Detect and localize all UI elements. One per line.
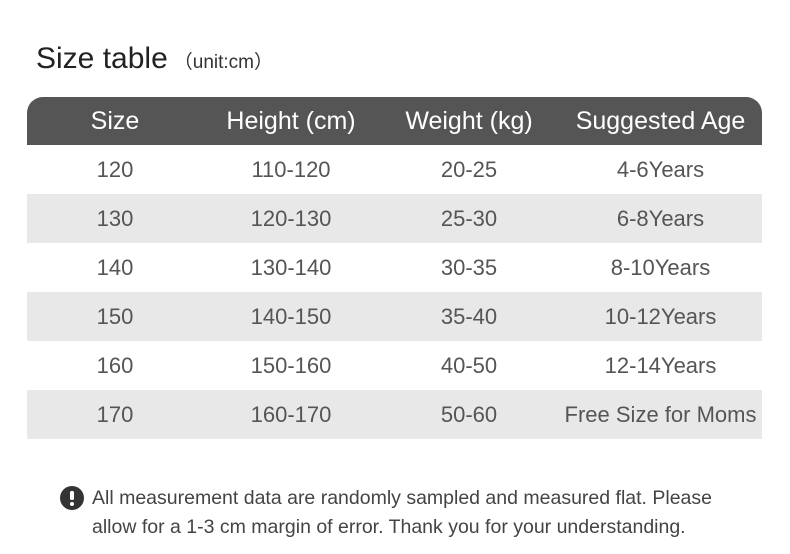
title-block: Size table （unit:cm） <box>36 42 273 76</box>
column-header: Weight (kg) <box>379 97 559 145</box>
subtitle: （unit:cm） <box>173 52 273 73</box>
table-cell: 20-25 <box>440 156 498 182</box>
table-row: 120 110-120 20-25 4-6Years <box>27 145 762 194</box>
table-cell: 140 <box>96 254 134 280</box>
table-cell: 12-14Years <box>604 352 717 378</box>
warning-icon <box>60 486 84 510</box>
table-cell: 160-170 <box>203 390 379 439</box>
table-cell: 4-6Years <box>616 156 705 182</box>
column-header: Suggested Age <box>559 97 762 145</box>
table-cell: 150-160 <box>250 352 332 378</box>
table-cell: 10-12Years <box>559 292 762 341</box>
note-text: All measurement data are randomly sample… <box>92 484 712 542</box>
table-cell: 6-8Years <box>559 194 762 243</box>
table-cell: 25-30 <box>379 194 559 243</box>
table-cell: 110-120 <box>251 156 331 182</box>
table-row: 150 140-150 35-40 10-12Years <box>27 292 762 341</box>
table-cell: 140-150 <box>203 292 379 341</box>
table-cell: 130 <box>27 194 203 243</box>
header-row: Size Height (cm) Weight (kg) Suggested Age <box>27 97 762 145</box>
column-header: Height (cm) <box>203 97 379 145</box>
table-cell: 150 <box>27 292 203 341</box>
table-cell: 8-10Years <box>610 254 711 280</box>
table-cell: 130-140 <box>250 254 332 280</box>
table-row: 160 150-160 40-50 12-14Years <box>27 341 762 390</box>
table-cell: 50-60 <box>379 390 559 439</box>
column-header: Size <box>27 97 203 145</box>
table-cell: 40-50 <box>440 352 498 378</box>
table-cell: 120 <box>96 156 134 182</box>
table-cell: 35-40 <box>379 292 559 341</box>
table-row: 140 130-140 30-35 8-10Years <box>27 243 762 292</box>
table-row: 170 160-170 50-60 Free Size for Moms <box>27 390 762 439</box>
title: Size table <box>36 42 168 75</box>
table-cell: 30-35 <box>440 254 498 280</box>
note-line: allow for a 1-3 cm margin of error. Than… <box>92 516 686 538</box>
table-cell: 160 <box>96 352 134 378</box>
table-cell: 120-130 <box>203 194 379 243</box>
table-row: 130 120-130 25-30 6-8Years <box>27 194 762 243</box>
size-table: Size Height (cm) Weight (kg) Suggested Age … <box>27 97 762 439</box>
table-cell: Free Size for Moms <box>559 390 762 439</box>
note-line: All measurement data are randomly sample… <box>92 487 712 509</box>
table-cell: 170 <box>27 390 203 439</box>
table-body: 120 110-120 20-25 4-6Years 130 120-130 25-30 6-… <box>27 145 762 439</box>
